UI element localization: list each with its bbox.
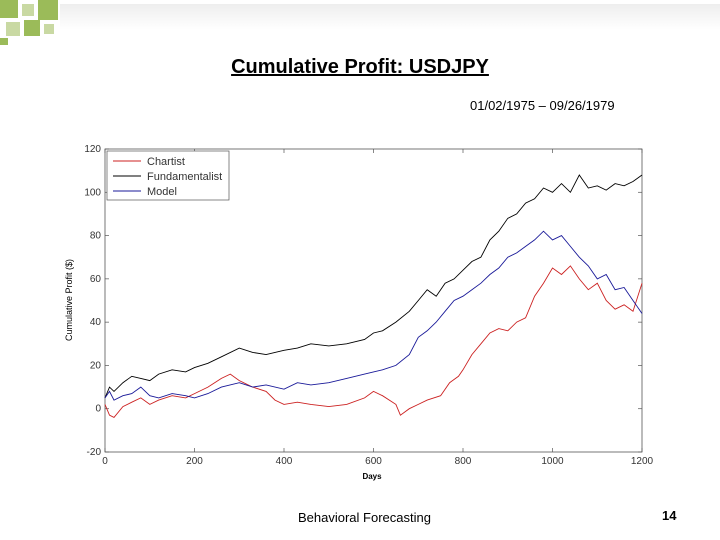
- legend-label: Fundamentalist: [147, 171, 222, 183]
- legend-label: Chartist: [147, 156, 185, 168]
- y-tick-label: 80: [90, 231, 102, 242]
- series-line-fundamentalist: [104, 174, 643, 399]
- decorative-bar: [60, 4, 720, 30]
- date-range: 01/02/1975 – 09/26/1979: [470, 98, 615, 113]
- x-tick-label: 800: [455, 456, 472, 467]
- slide-title: Cumulative Profit: USDJPY: [231, 56, 489, 78]
- y-axis-label: Cumulative Profit ($): [64, 259, 74, 341]
- decorative-square: [44, 24, 54, 34]
- y-tick-label: 40: [90, 317, 102, 328]
- series-line-model: [104, 230, 643, 401]
- decorative-square: [0, 0, 18, 18]
- x-tick-label: 0: [102, 456, 108, 467]
- y-tick-label: 20: [90, 360, 102, 371]
- y-tick-label: 60: [90, 274, 102, 285]
- page-number: 14: [662, 508, 677, 523]
- x-tick-label: 600: [365, 456, 382, 467]
- x-tick-label: 1000: [541, 456, 564, 467]
- y-tick-label: -20: [87, 447, 102, 458]
- x-axis-label: Days: [362, 472, 382, 481]
- decorative-square: [0, 38, 8, 45]
- decorative-square: [38, 0, 58, 20]
- decorative-square: [22, 4, 34, 16]
- x-tick-label: 1200: [631, 456, 654, 467]
- decorative-square: [6, 22, 20, 36]
- legend-label: Model: [147, 186, 177, 198]
- series-line-chartist: [104, 265, 643, 418]
- chart-legend: Chartist Fundamentalist Model: [106, 150, 230, 201]
- decorative-squares: [0, 0, 720, 45]
- x-tick-label: 200: [186, 456, 203, 467]
- decorative-square: [24, 20, 40, 36]
- footer-text: Behavioral Forecasting: [298, 510, 431, 525]
- y-tick-label: 0: [95, 404, 101, 415]
- y-tick-label: 100: [84, 187, 101, 198]
- x-tick-label: 400: [276, 456, 293, 467]
- series-layer: [104, 174, 643, 418]
- y-tick-label: 120: [84, 144, 101, 155]
